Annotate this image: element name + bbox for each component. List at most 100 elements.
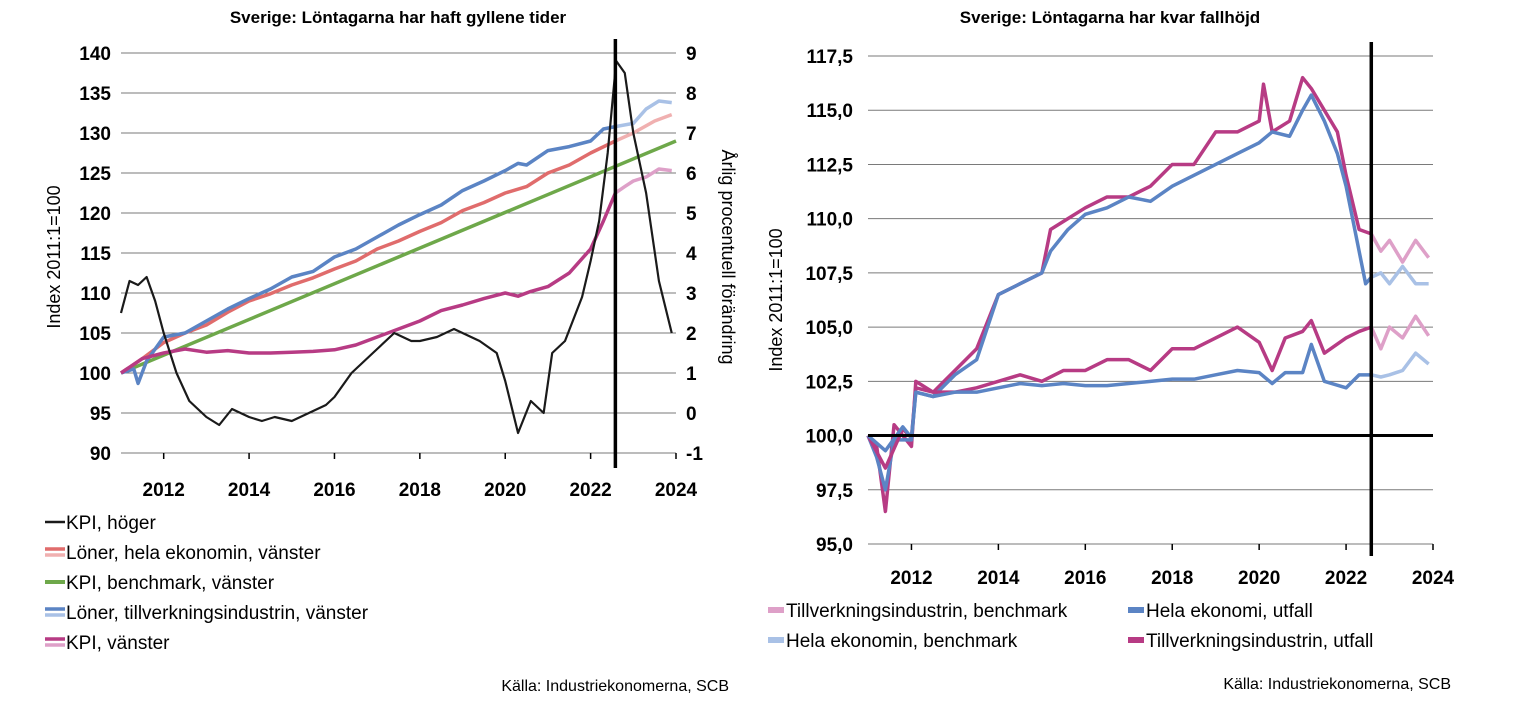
y-tick-label: 97,5 xyxy=(816,481,853,502)
series-kpi-h-ger xyxy=(119,59,673,435)
left-chart-title: Sverige: Löntagarna har haft gyllene tid… xyxy=(230,8,567,27)
y2-tick-label: 2 xyxy=(686,324,697,345)
legend-label: KPI, benchmark, vänster xyxy=(66,573,275,594)
legend-label: Hela ekonomin, benchmark xyxy=(786,631,1018,652)
legend-item-hela-ekonomi-utfall: Hela ekonomi, utfall xyxy=(1128,601,1313,622)
right-series xyxy=(866,75,1431,514)
left-legend: KPI, höger Löner, hela ekonomin, vänster K… xyxy=(45,513,369,654)
series-l-ner-tillverkningsindustrin-v-nster xyxy=(120,124,616,386)
legend-item-kpi-v-nster: KPI, vänster xyxy=(45,633,170,654)
y-tick-label: 115,0 xyxy=(807,101,854,122)
legend-item-kpi-h-ger: KPI, höger xyxy=(45,513,156,534)
x-tick-label: 2012 xyxy=(890,568,932,589)
series-l-ner-tillverkningsindustrin-v-nster-forecast xyxy=(615,99,672,129)
y2-tick-label: 0 xyxy=(686,404,697,425)
legend-item-hela-ekonomin-benchmark: Hela ekonomin, benchmark xyxy=(768,631,1018,652)
y2-tick-label: 8 xyxy=(686,84,697,105)
legend-label: Löner, tillverkningsindustrin, vänster xyxy=(66,603,369,624)
y-tick-label: 110 xyxy=(80,284,111,305)
legend-label: Tillverkningsindustrin, benchmark xyxy=(786,601,1068,622)
series-kpi-benchmark-v-nster xyxy=(120,139,677,375)
y2-tick-label: -1 xyxy=(686,444,703,465)
y2-tick-label: 9 xyxy=(686,44,697,65)
left-y2-ticks: -1 0 1 2 3 4 5 6 7 8 9 xyxy=(686,44,703,465)
y-tick-label: 135 xyxy=(79,84,111,105)
legend-item-tillverkningsindustrin-utfall: Tillverkningsindustrin, utfall xyxy=(1128,631,1373,652)
x-tick-label: 2018 xyxy=(399,480,441,501)
left-y2-axis-label: Årlig procentuell förändring xyxy=(718,149,738,364)
y-tick-label: 115 xyxy=(80,244,111,265)
y-tick-label: 100,0 xyxy=(805,427,853,448)
legend-label: KPI, höger xyxy=(66,513,156,534)
y-tick-label: 120 xyxy=(79,204,111,225)
left-chart: Sverige: Löntagarna har haft gyllene tid… xyxy=(44,8,738,695)
y-tick-label: 95 xyxy=(90,404,112,425)
left-y-axis-label: Index 2011:1=100 xyxy=(44,185,64,328)
y-tick-label: 105,0 xyxy=(805,318,853,339)
x-tick-label: 2024 xyxy=(655,480,698,501)
left-series xyxy=(119,59,677,435)
x-tick-label: 2014 xyxy=(977,568,1020,589)
x-tick-label: 2014 xyxy=(228,480,271,501)
y-tick-label: 102,5 xyxy=(805,372,853,393)
y2-tick-label: 4 xyxy=(686,244,697,265)
x-tick-label: 2022 xyxy=(1325,568,1367,589)
left-x-ticks: 2012 2014 2016 2018 2020 2022 2024 xyxy=(143,453,698,501)
legend-label: Löner, hela ekonomin, vänster xyxy=(66,543,321,564)
y-tick-label: 125 xyxy=(79,164,111,185)
series-hela-ekonomin-benchmark xyxy=(866,342,1372,453)
legend-item-tillverkningsindustrin-benchmark: Tillverkningsindustrin, benchmark xyxy=(768,601,1068,622)
x-tick-label: 2022 xyxy=(569,480,611,501)
series-hela-ekonomi-utfall xyxy=(866,93,1373,492)
y2-tick-label: 5 xyxy=(686,204,697,225)
series-hela-ekonomin-benchmark-forecast xyxy=(1370,351,1430,379)
right-y-axis-label: Index 2011:1=100 xyxy=(766,228,786,371)
right-y-ticks: 95,0 97,5 100,0 102,5 105,0 107,5 110,0 112,5 11… xyxy=(805,47,853,556)
x-tick-label: 2018 xyxy=(1151,568,1193,589)
x-tick-label: 2016 xyxy=(313,480,355,501)
legend-item-kpi-benchmark-v-nster: KPI, benchmark, vänster xyxy=(45,573,275,594)
series-kpi-v-nster-forecast xyxy=(614,167,672,195)
y-tick-label: 110,0 xyxy=(807,210,854,231)
left-y-ticks: 90 95 100 105 110 115 120 125 130 135 140 xyxy=(79,44,111,465)
series-hela-ekonomi-utfall-forecast xyxy=(1370,264,1429,286)
series-l-ner-hela-ekonomin-v-nster-forecast xyxy=(614,112,673,143)
y-tick-label: 105 xyxy=(79,324,111,345)
x-tick-label: 2020 xyxy=(1238,568,1280,589)
series-tillverkningsindustrin-utfall xyxy=(866,75,1372,514)
y2-tick-label: 1 xyxy=(686,364,697,385)
series-tillverkningsindustrin-benchmark-forecast xyxy=(1369,314,1431,351)
x-tick-label: 2012 xyxy=(143,480,185,501)
legend-label: KPI, vänster xyxy=(66,633,170,654)
legend-item-l-ner-tillverkningsindustrin-v-nster: Löner, tillverkningsindustrin, vänster xyxy=(45,603,369,624)
left-source: Källa: Industriekonomerna, SCB xyxy=(501,678,729,695)
right-legend: Tillverkningsindustrin, benchmark Hela ek… xyxy=(768,601,1373,652)
y-tick-label: 107,5 xyxy=(805,264,853,285)
y-tick-label: 90 xyxy=(90,444,111,465)
right-gridlines xyxy=(868,55,1433,545)
series-tillverkningsindustrin-utfall-forecast xyxy=(1369,233,1431,264)
x-tick-label: 2020 xyxy=(484,480,526,501)
x-tick-label: 2016 xyxy=(1064,568,1106,589)
legend-label: Tillverkningsindustrin, utfall xyxy=(1146,631,1373,652)
y-tick-label: 130 xyxy=(79,124,111,145)
y-tick-label: 95,0 xyxy=(816,535,853,556)
y-tick-label: 100 xyxy=(79,364,111,385)
series-kpi-v-nster xyxy=(120,192,617,375)
x-tick-label: 2024 xyxy=(1412,568,1455,589)
y2-tick-label: 6 xyxy=(686,164,697,185)
y-tick-label: 140 xyxy=(79,44,111,65)
y2-tick-label: 3 xyxy=(686,284,697,305)
series-tillverkningsindustrin-benchmark xyxy=(866,318,1372,470)
right-chart: Sverige: Löntagarna har kvar fallhöjd In… xyxy=(766,8,1455,693)
legend-label: Hela ekonomi, utfall xyxy=(1146,601,1313,622)
series-l-ner-hela-ekonomin-v-nster xyxy=(120,139,617,375)
y-tick-label: 117,5 xyxy=(807,47,854,68)
left-gridlines xyxy=(121,52,676,454)
y2-tick-label: 7 xyxy=(686,124,697,145)
right-source: Källa: Industriekonomerna, SCB xyxy=(1223,676,1451,693)
legend-item-l-ner-hela-ekonomin-v-nster: Löner, hela ekonomin, vänster xyxy=(45,543,321,564)
right-chart-title: Sverige: Löntagarna har kvar fallhöjd xyxy=(960,8,1260,27)
y-tick-label: 112,5 xyxy=(807,155,854,176)
